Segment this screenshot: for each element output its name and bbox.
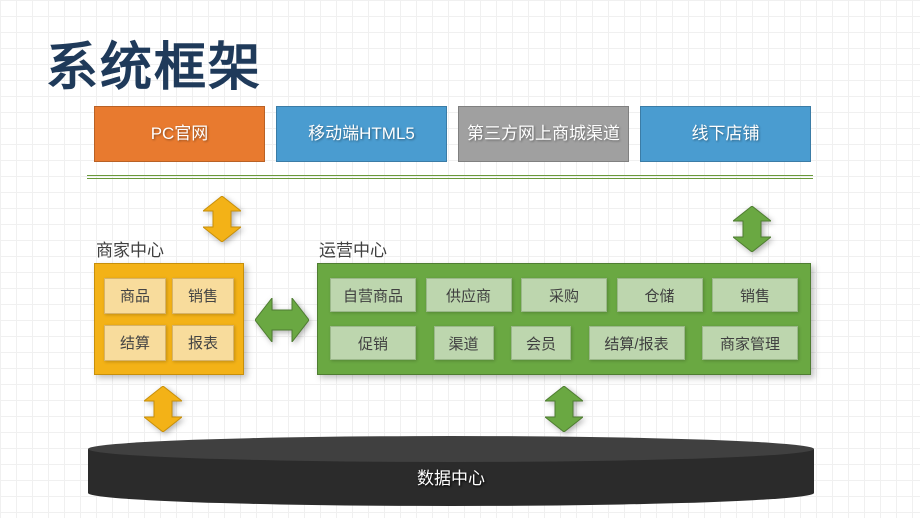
channel-box-pc: PC官网: [94, 106, 265, 162]
channel-box-mobile: 移动端HTML5: [276, 106, 447, 162]
double-arrow-icon: [255, 298, 309, 342]
ops-cell: 销售: [712, 278, 798, 312]
ops-cell: 会员: [511, 326, 571, 360]
double-arrow-icon: [144, 386, 182, 432]
ops-cell: 供应商: [426, 278, 512, 312]
ops-cell: 结算/报表: [589, 326, 685, 360]
data-center: 数据中心: [88, 436, 814, 500]
channel-box-offline: 线下店铺: [640, 106, 811, 162]
merchant-cell: 商品: [104, 278, 166, 314]
page-title: 系统框架: [46, 25, 262, 100]
ops-center: 自营商品 供应商 采购 仓储 销售 促销 渠道 会员 结算/报表 商家管理: [317, 263, 811, 375]
merchant-cell: 结算: [104, 325, 166, 361]
merchant-label: 商家中心: [96, 236, 164, 261]
ops-cell: 采购: [521, 278, 607, 312]
ops-cell: 仓储: [617, 278, 703, 312]
merchant-cell: 报表: [172, 325, 234, 361]
merchant-cell: 销售: [172, 278, 234, 314]
data-center-label: 数据中心: [88, 464, 814, 489]
double-arrow-icon: [545, 386, 583, 432]
channel-row: PC官网 移动端HTML5 第三方网上商城渠道 线下店铺: [94, 106, 811, 162]
channel-box-3rdparty: 第三方网上商城渠道: [458, 106, 629, 162]
ops-label: 运营中心: [319, 236, 387, 261]
ops-cell: 自营商品: [330, 278, 416, 312]
double-arrow-icon: [733, 206, 771, 252]
double-arrow-icon: [203, 196, 241, 242]
merchant-center: 商品 销售 结算 报表: [94, 263, 244, 375]
ops-cell: 商家管理: [702, 326, 798, 360]
divider-line: [87, 175, 813, 179]
ops-cell: 渠道: [434, 326, 494, 360]
ops-cell: 促销: [330, 326, 416, 360]
